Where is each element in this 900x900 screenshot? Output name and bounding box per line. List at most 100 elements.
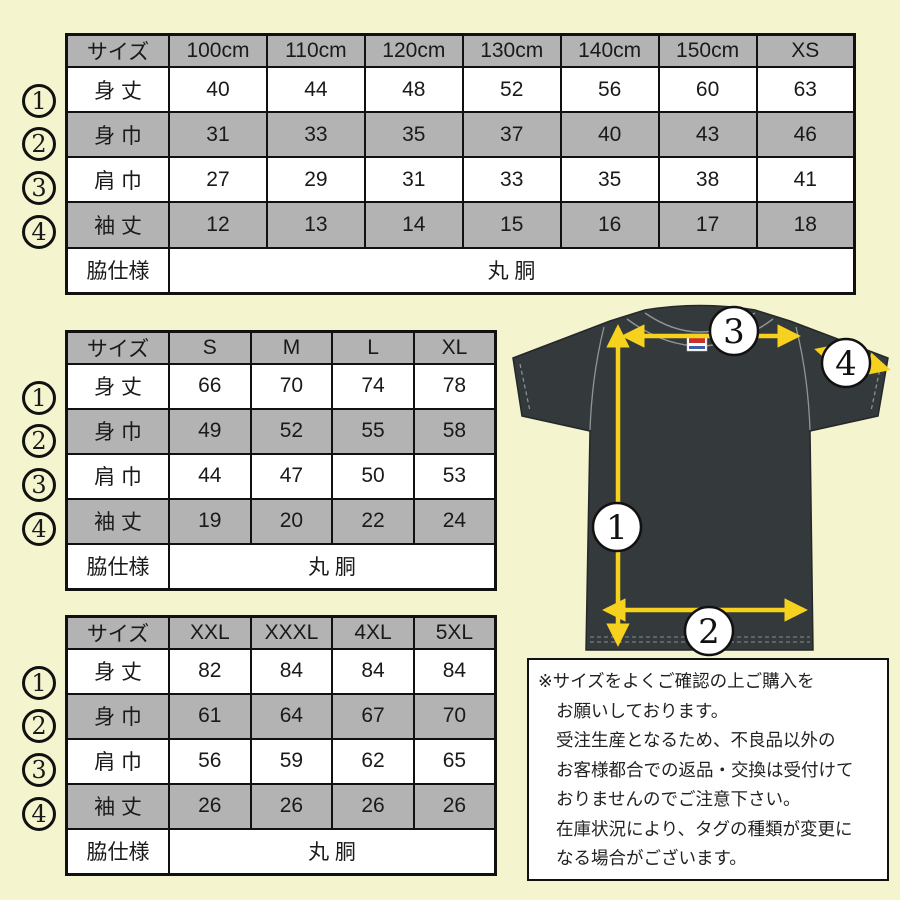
measurement-cell: 78 [412,363,497,410]
row-label: 身 丈 [65,648,170,695]
svg-text:1: 1 [606,508,628,548]
measurement-cell: 29 [265,156,366,204]
diagram-marker-4: 4 [820,337,872,389]
size-table-s-xl: サイズ S M L XL 身 丈 66 70 74 78 身 巾 49 52 55 58 肩 巾 44 47 50 5… [65,330,497,591]
measurement-cell: 15 [461,201,562,249]
column-header: 5XL [412,615,497,650]
measurement-cell: 26 [249,782,334,830]
row-marker-1: 1 [22,83,56,118]
side-spec-label: 脇仕様 [65,827,170,876]
notice-line: ※サイズをよくご確認の上ご購入を [538,671,815,691]
measurement-cell: 27 [168,156,268,204]
column-header: S [168,330,252,365]
measurement-cell: 33 [265,111,366,159]
column-header: 150cm [657,33,758,68]
measurement-cell: 66 [168,363,252,410]
notice-line: 受注生産となるため、不良品以外の [556,730,836,750]
left-sleeve-stitch [519,363,531,412]
side-spec-label: 脇仕様 [65,246,170,295]
measurement-cell: 40 [559,111,660,159]
row-marker-3: 3 [22,752,56,787]
measurement-cell: 41 [755,156,856,204]
measurement-cell: 84 [412,648,497,695]
measurement-cell: 37 [461,111,562,159]
row-marker-1: 1 [22,380,56,415]
measurement-cell: 13 [265,201,366,249]
row-label: 身 巾 [65,407,170,455]
column-header: XL [412,330,497,365]
measurement-cell: 12 [168,201,268,249]
svg-text:4: 4 [835,344,857,384]
diagram-marker-2: 2 [683,605,735,657]
measurement-cell: 67 [331,692,415,740]
notice-line: なる場合がございます。 [556,848,747,868]
row-label: 袖 丈 [65,782,170,830]
notice-line: お願いしております。 [556,700,729,721]
measurement-cell: 70 [249,363,334,410]
measurement-cell: 18 [755,201,856,249]
column-header: 4XL [331,615,415,650]
measurement-cell: 44 [168,452,252,500]
row-marker-4: 4 [22,511,56,546]
measurement-cell: 14 [363,201,464,249]
measurement-cell: 84 [331,648,415,695]
purchase-notice: ※サイズをよくご確認の上ご購入を お願いしております。 受注生産となるため、不良… [527,658,889,881]
notice-line: 在庫状況により、タグの種類が変更に [556,818,853,839]
measurement-cell: 70 [412,692,497,740]
column-header: 110cm [265,33,366,68]
row-marker-4: 4 [22,214,56,249]
measurement-cell: 22 [331,497,415,545]
measurement-cell: 48 [363,65,464,114]
measurement-cell: 74 [331,363,415,410]
notice-line: おりませんのでご注意下さい。 [556,789,801,809]
row-marker-3: 3 [22,170,56,205]
left-sleeve-seam [589,326,605,431]
measurement-cell: 20 [249,497,334,545]
measurement-cell: 82 [168,648,252,695]
measurement-cell: 26 [168,782,252,830]
measurement-cell: 50 [331,452,415,500]
column-header-size: サイズ [65,33,170,68]
measurement-cell: 46 [755,111,856,159]
row-label: 身 巾 [65,111,170,159]
svg-text:3: 3 [723,312,745,352]
measurement-cell: 58 [412,407,497,455]
row-marker-3: 3 [22,467,56,502]
column-header-size: サイズ [65,330,170,365]
column-header: XXL [168,615,252,650]
row-label: 袖 丈 [65,201,170,249]
measurement-cell: 38 [657,156,758,204]
measurement-cell: 52 [461,65,562,114]
svg-text:2: 2 [698,612,720,652]
row-label: 身 巾 [65,692,170,740]
measurement-cell: 44 [265,65,366,114]
size-table-xxl-5xl: サイズ XXL XXXL 4XL 5XL 身 丈 82 84 84 84 身 巾 61 64 67 70 肩 … [65,615,497,876]
measurement-cell: 56 [559,65,660,114]
diagram-marker-1: 1 [591,501,643,553]
column-header: 120cm [363,33,464,68]
measurement-cell: 61 [168,692,252,740]
column-header: M [249,330,334,365]
size-table-kids-xs: サイズ 100cm 110cm 120cm 130cm 140cm 150cm XS 身 丈 40… [65,33,856,295]
side-spec-value: 丸 胴 [168,542,497,591]
measurement-cell: 19 [168,497,252,545]
row-label: 身 丈 [65,363,170,410]
column-header: 100cm [168,33,268,68]
row-marker-2: 2 [22,127,56,162]
measurement-cell: 60 [657,65,758,114]
column-header: 140cm [559,33,660,68]
row-label: 身 丈 [65,65,170,114]
measurement-cell: 26 [412,782,497,830]
row-label: 肩 巾 [65,452,170,500]
measurement-cell: 49 [168,407,252,455]
measurement-cell: 26 [331,782,415,830]
notice-line: お客様都合での返品・交換は受付けて [556,759,854,780]
row-marker-4: 4 [22,796,56,831]
measurement-cell: 35 [363,111,464,159]
measurement-cell: 17 [657,201,758,249]
measurement-cell: 24 [412,497,497,545]
side-spec-label: 脇仕様 [65,542,170,591]
row-label: 肩 巾 [65,156,170,204]
column-header: XS [755,33,856,68]
measurement-cell: 55 [331,407,415,455]
